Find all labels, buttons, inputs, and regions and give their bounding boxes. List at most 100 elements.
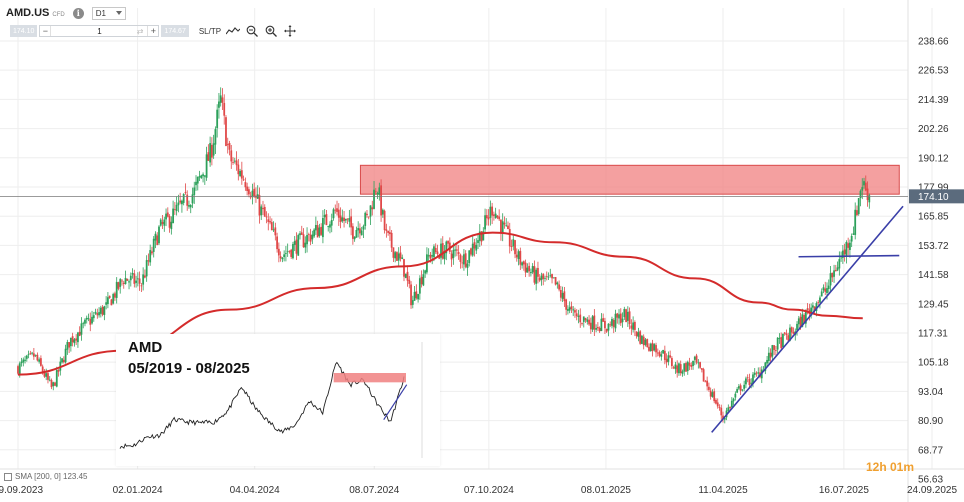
candle-body — [588, 319, 590, 325]
candle-body — [314, 224, 317, 231]
sell-price-button[interactable]: 174.10 — [10, 25, 38, 37]
move-crosshair-icon[interactable] — [283, 25, 297, 37]
candle-body — [471, 243, 474, 256]
timeframe-select[interactable]: D1 — [91, 6, 126, 20]
candle-body — [166, 212, 169, 217]
line-chart-icon[interactable] — [226, 25, 241, 37]
sl-tp-button[interactable]: SL/TP — [198, 26, 222, 36]
price-tick-label: 238.66 — [918, 37, 949, 48]
candle-body — [646, 339, 649, 348]
candle-body — [859, 190, 862, 199]
candle-body — [674, 364, 677, 370]
candle-body — [736, 389, 739, 393]
candle-body — [656, 352, 659, 354]
inset-price-line — [119, 342, 423, 458]
candle-body — [207, 152, 210, 161]
info-icon[interactable]: i — [72, 7, 84, 19]
candle-body — [247, 189, 250, 195]
long-term-inset-chart: AMD 05/2019 - 08/2025 — [116, 334, 440, 466]
candle-body — [144, 275, 146, 278]
candle-body — [614, 313, 617, 329]
candle-body — [868, 195, 871, 203]
candle-body — [429, 254, 432, 259]
swap-icon[interactable]: ⇄ — [136, 26, 144, 36]
candle-body — [464, 253, 467, 267]
candle-body — [341, 217, 344, 222]
candle-body — [344, 218, 347, 221]
resistance-zone — [359, 164, 900, 195]
candle-body — [683, 363, 686, 372]
price-axis: 238.66 226.53 214.39 202.26 190.12 177.99 165.… — [909, 37, 964, 486]
date-tick-label: 16.07.2025 — [819, 485, 869, 496]
candle-body — [270, 222, 273, 231]
candle-body — [704, 381, 707, 383]
candle-body — [732, 398, 735, 402]
zoom-out-icon[interactable] — [245, 25, 259, 37]
candle-body — [173, 209, 176, 210]
candle-body — [600, 318, 603, 331]
zoom-in-icon[interactable] — [264, 25, 278, 37]
candle-body — [32, 353, 35, 357]
candle-body — [272, 229, 275, 231]
candle-body — [221, 97, 224, 103]
increase-quantity-button[interactable]: + — [150, 26, 157, 36]
candle-body — [556, 282, 559, 285]
candle-body — [226, 144, 229, 146]
candle-body — [679, 364, 682, 374]
candle-body — [426, 254, 428, 273]
candle-body — [470, 248, 472, 255]
candle-body — [394, 252, 397, 259]
candle-body — [729, 406, 731, 409]
candle-body — [22, 359, 25, 363]
candle-body — [797, 318, 800, 325]
price-tick-label: 202.26 — [918, 124, 949, 135]
candle-body — [639, 331, 642, 344]
candle-body — [595, 327, 598, 330]
price-tick-label: 226.53 — [918, 66, 949, 77]
candle-body — [535, 269, 538, 284]
price-tick-label: 153.72 — [918, 241, 949, 252]
candle-body — [498, 216, 501, 220]
candle-body — [263, 206, 266, 217]
candle-body — [200, 175, 203, 179]
candle-body — [98, 312, 100, 316]
candle-body — [651, 342, 654, 352]
candle-body — [715, 399, 717, 404]
candle-body — [473, 242, 476, 249]
candle-body — [549, 275, 552, 277]
candle-body — [783, 332, 786, 334]
candle-body — [820, 291, 823, 297]
uptrend-line — [711, 205, 904, 433]
candle-body — [563, 291, 566, 302]
quantity-stepper[interactable]: − 1 ⇄ + — [39, 25, 160, 37]
candle-body — [101, 306, 104, 315]
visibility-icon[interactable] — [4, 472, 12, 481]
candle-body — [374, 191, 377, 193]
candle-body — [262, 208, 264, 210]
candle-body — [767, 352, 770, 362]
candle-body — [376, 193, 379, 195]
decrease-quantity-button[interactable]: − — [42, 26, 49, 36]
candle-body — [567, 309, 569, 311]
candle-body — [48, 379, 51, 381]
indicator-legend[interactable]: SMA [200, 0] 123.45 — [4, 472, 88, 481]
candle-body — [306, 235, 308, 245]
candle-body — [443, 251, 446, 260]
candle-body — [64, 348, 67, 363]
candle-body — [806, 308, 809, 310]
candle-body — [623, 308, 626, 318]
candle-body — [311, 234, 314, 240]
candle-body — [533, 266, 536, 283]
candle-body — [112, 294, 115, 304]
buy-price-button[interactable]: 174.67 — [161, 25, 189, 37]
candle-body — [119, 279, 122, 287]
candle-body — [485, 215, 488, 219]
sma-200-line — [17, 231, 863, 376]
quantity-input[interactable]: 1 ⇄ — [50, 26, 149, 36]
candle-body — [621, 318, 624, 323]
candle-body — [737, 386, 740, 389]
candle-body — [750, 382, 753, 384]
candle-body — [672, 367, 675, 369]
symbol-label[interactable]: AMD.US — [6, 7, 50, 19]
candle-body — [392, 247, 395, 258]
